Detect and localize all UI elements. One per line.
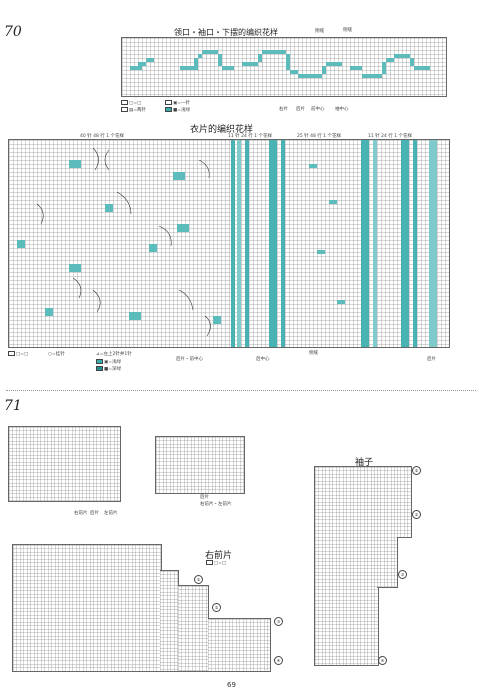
front-chart-step-c bbox=[208, 618, 271, 672]
sleeve-mark-2: ② bbox=[412, 510, 421, 519]
top-legend-3: ▤=两针 bbox=[121, 107, 146, 113]
sleeve-chart bbox=[314, 466, 379, 666]
main-bottom-label-1: 后片・前中心 bbox=[176, 357, 203, 362]
top-chart-title: 领口・袖口・下摆的编织花样 bbox=[174, 28, 278, 37]
top-side-label-2: 侧缝 bbox=[343, 28, 352, 33]
cable-lines bbox=[36, 147, 211, 337]
main-bottom-label-3: 侧缝 bbox=[309, 351, 318, 356]
page-number: 69 bbox=[227, 681, 236, 689]
top-legend-4: ■=浅绿 bbox=[165, 107, 190, 113]
sleeve-mark-4: ④ bbox=[378, 656, 387, 665]
front-mark-2: ② bbox=[212, 603, 221, 612]
section-divider bbox=[6, 390, 476, 391]
front-mark-4: ④ bbox=[274, 656, 283, 665]
main-pattern-chart bbox=[8, 139, 450, 348]
main-header-label-4: 11 针 24 行 1 个花样 bbox=[368, 134, 412, 139]
sleeve-mark-3: ③ bbox=[398, 570, 407, 579]
main-legend-5: ■=深绿 bbox=[96, 366, 121, 372]
main-legend-2: ○=挂针 bbox=[48, 352, 65, 357]
main-legend-1: □=□ bbox=[8, 351, 28, 357]
main-bottom-label-4: 后片 bbox=[427, 357, 436, 362]
chart-b-label-1: 后片 bbox=[200, 495, 209, 500]
top-pattern-chart bbox=[121, 37, 447, 97]
chart-a bbox=[8, 426, 121, 502]
section-number-71: 71 bbox=[4, 398, 22, 414]
front-chart-step-b bbox=[178, 585, 209, 672]
front-chart bbox=[12, 544, 162, 672]
front-legend: □=□ bbox=[206, 560, 226, 566]
top-bottom-label-3: 前中心 bbox=[311, 107, 325, 112]
top-legend-1: □=□ bbox=[121, 100, 141, 106]
sleeve-title: 袖子 bbox=[355, 458, 374, 468]
sleeve-mark-1: ① bbox=[412, 466, 421, 475]
main-legend-3: ⊿=左上2针并1针 bbox=[96, 352, 132, 357]
main-header-label-3: 25 针 48 行 1 个花样 bbox=[297, 134, 341, 139]
front-mark-1: ① bbox=[194, 575, 203, 584]
chart-b-label-2: 右前片・左前片 bbox=[200, 502, 232, 507]
top-bottom-label-1: 右片 bbox=[279, 107, 288, 112]
top-side-label-1: 侧缝 bbox=[315, 29, 324, 34]
section-number-70: 70 bbox=[4, 24, 22, 40]
main-header-label-2: 11 针 24 行 1 个花样 bbox=[228, 134, 272, 139]
chart-a-label-2: 后片 bbox=[90, 511, 99, 516]
sleeve-chart-step-b bbox=[397, 466, 412, 538]
main-legend-4: ▣=浅绿 bbox=[96, 359, 121, 365]
sleeve-chart-step-a bbox=[377, 466, 398, 588]
main-header-label-1: 40 针 48 行 1 个花样 bbox=[80, 134, 124, 139]
chart-b bbox=[155, 436, 245, 494]
front-title: 右前片 bbox=[205, 551, 233, 561]
front-chart-step-a bbox=[160, 570, 179, 672]
front-mark-3: ③ bbox=[274, 617, 283, 626]
top-bottom-label-2: 后片 bbox=[296, 107, 305, 112]
chart-a-label-1: 右前片 bbox=[74, 511, 88, 516]
chart-a-label-3: 左前片 bbox=[104, 511, 118, 516]
top-legend-2: ▣=一针 bbox=[165, 100, 190, 106]
top-bottom-label-4: 袖中心 bbox=[335, 107, 349, 112]
main-chart-title: 衣片的编织花样 bbox=[190, 125, 254, 135]
main-bottom-label-2: 后中心 bbox=[256, 357, 270, 362]
